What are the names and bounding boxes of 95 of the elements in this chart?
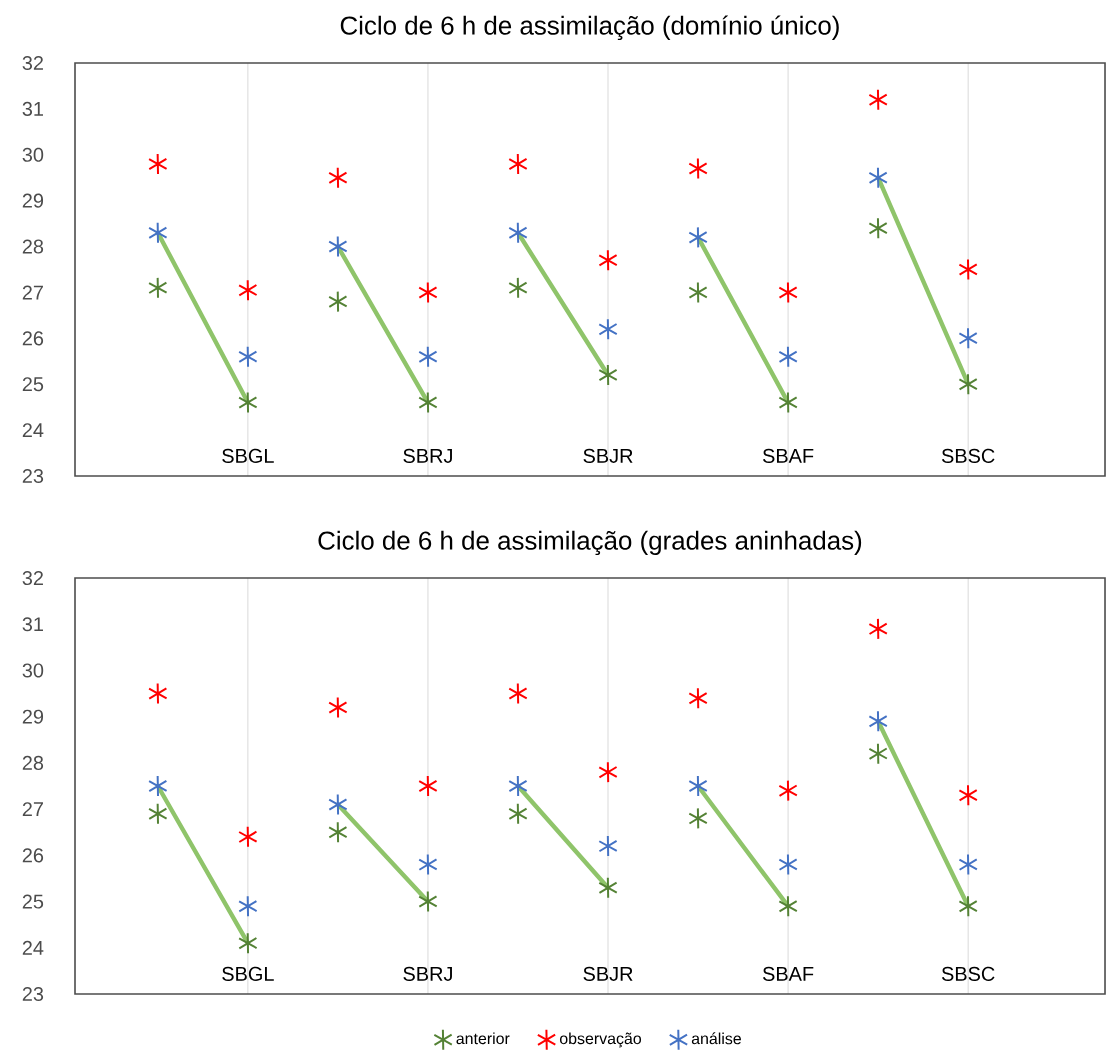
point (238, 895, 258, 918)
point (688, 687, 708, 710)
y-tick-label: 28 (22, 239, 44, 254)
point (328, 793, 348, 816)
point (868, 166, 888, 189)
y-tick-label: 29 (22, 193, 44, 208)
point (958, 373, 978, 396)
point (868, 88, 888, 111)
x-tick-label: SBAF (762, 966, 814, 981)
point (418, 281, 438, 304)
point (688, 775, 708, 798)
y-tick-label: 32 (22, 55, 43, 71)
y-tick-label: 26 (22, 848, 44, 863)
point (958, 258, 978, 281)
legend-label: observação (559, 1032, 642, 1048)
point (688, 281, 708, 304)
x-tick-label: SBJR (583, 966, 633, 981)
x-tick-label: SBRJ (403, 448, 452, 463)
point (598, 249, 618, 272)
y-tick-label: 23 (22, 468, 44, 484)
y-tick-label: 25 (22, 377, 44, 392)
point (508, 276, 528, 299)
point (508, 775, 528, 798)
point (148, 276, 168, 299)
point (508, 221, 528, 244)
point (958, 895, 978, 918)
point (238, 932, 258, 955)
point (958, 853, 978, 876)
point (778, 391, 798, 414)
point (148, 221, 168, 244)
point (598, 876, 618, 899)
point (418, 890, 438, 913)
point (688, 157, 708, 180)
legend-label: análise (691, 1032, 741, 1045)
x-tick-label: SBRJ (403, 966, 452, 981)
point (508, 152, 528, 175)
point (688, 226, 708, 249)
y-tick-label: 26 (22, 331, 44, 346)
point (688, 807, 708, 830)
point (328, 821, 348, 844)
y-tick-label: 31 (22, 101, 43, 116)
point (238, 825, 258, 848)
point (328, 235, 348, 258)
point (148, 775, 168, 798)
point (778, 779, 798, 802)
x-tick-label: SBAF (762, 448, 814, 463)
y-tick-label: 23 (22, 986, 44, 1002)
y-tick-label: 24 (22, 940, 44, 955)
point (508, 802, 528, 825)
point (958, 784, 978, 807)
point (238, 391, 258, 414)
point (778, 281, 798, 304)
chart-title: Ciclo de 6 h de assimilação (domínio único) (340, 15, 839, 41)
point (598, 835, 618, 858)
point (418, 853, 438, 876)
chart-title: Ciclo de 6 h de assimilação (grades aninhadas) (318, 530, 862, 556)
y-tick-label: 29 (22, 709, 44, 724)
y-tick-label: 28 (22, 755, 44, 770)
point (148, 152, 168, 175)
legend-label: anterior (456, 1032, 510, 1045)
point (598, 761, 618, 784)
point (508, 682, 528, 705)
x-tick-label: SBSC (941, 966, 995, 981)
y-tick-label: 30 (22, 663, 44, 678)
y-tick-label: 32 (22, 570, 43, 586)
point (238, 345, 258, 368)
y-tick-label: 25 (22, 894, 44, 909)
point (778, 853, 798, 876)
y-tick-label: 31 (22, 617, 43, 632)
point (418, 775, 438, 798)
point (328, 290, 348, 313)
point (418, 391, 438, 414)
point (778, 345, 798, 368)
point (778, 895, 798, 918)
point (598, 364, 618, 387)
point (868, 742, 888, 765)
x-tick-label: SBJR (583, 448, 633, 463)
point (418, 345, 438, 368)
x-tick-label: SBGL (222, 966, 274, 981)
point (868, 217, 888, 240)
point (868, 617, 888, 640)
y-tick-label: 27 (22, 285, 43, 300)
point (598, 318, 618, 341)
y-tick-label: 24 (22, 423, 44, 438)
y-tick-label: 30 (22, 147, 44, 162)
point (328, 696, 348, 719)
point (148, 802, 168, 825)
y-tick-label: 27 (22, 802, 43, 817)
point (328, 166, 348, 189)
point (958, 327, 978, 350)
point (868, 710, 888, 733)
x-tick-label: SBSC (941, 448, 995, 463)
point (238, 279, 258, 302)
point (148, 682, 168, 705)
x-tick-label: SBGL (222, 448, 274, 463)
